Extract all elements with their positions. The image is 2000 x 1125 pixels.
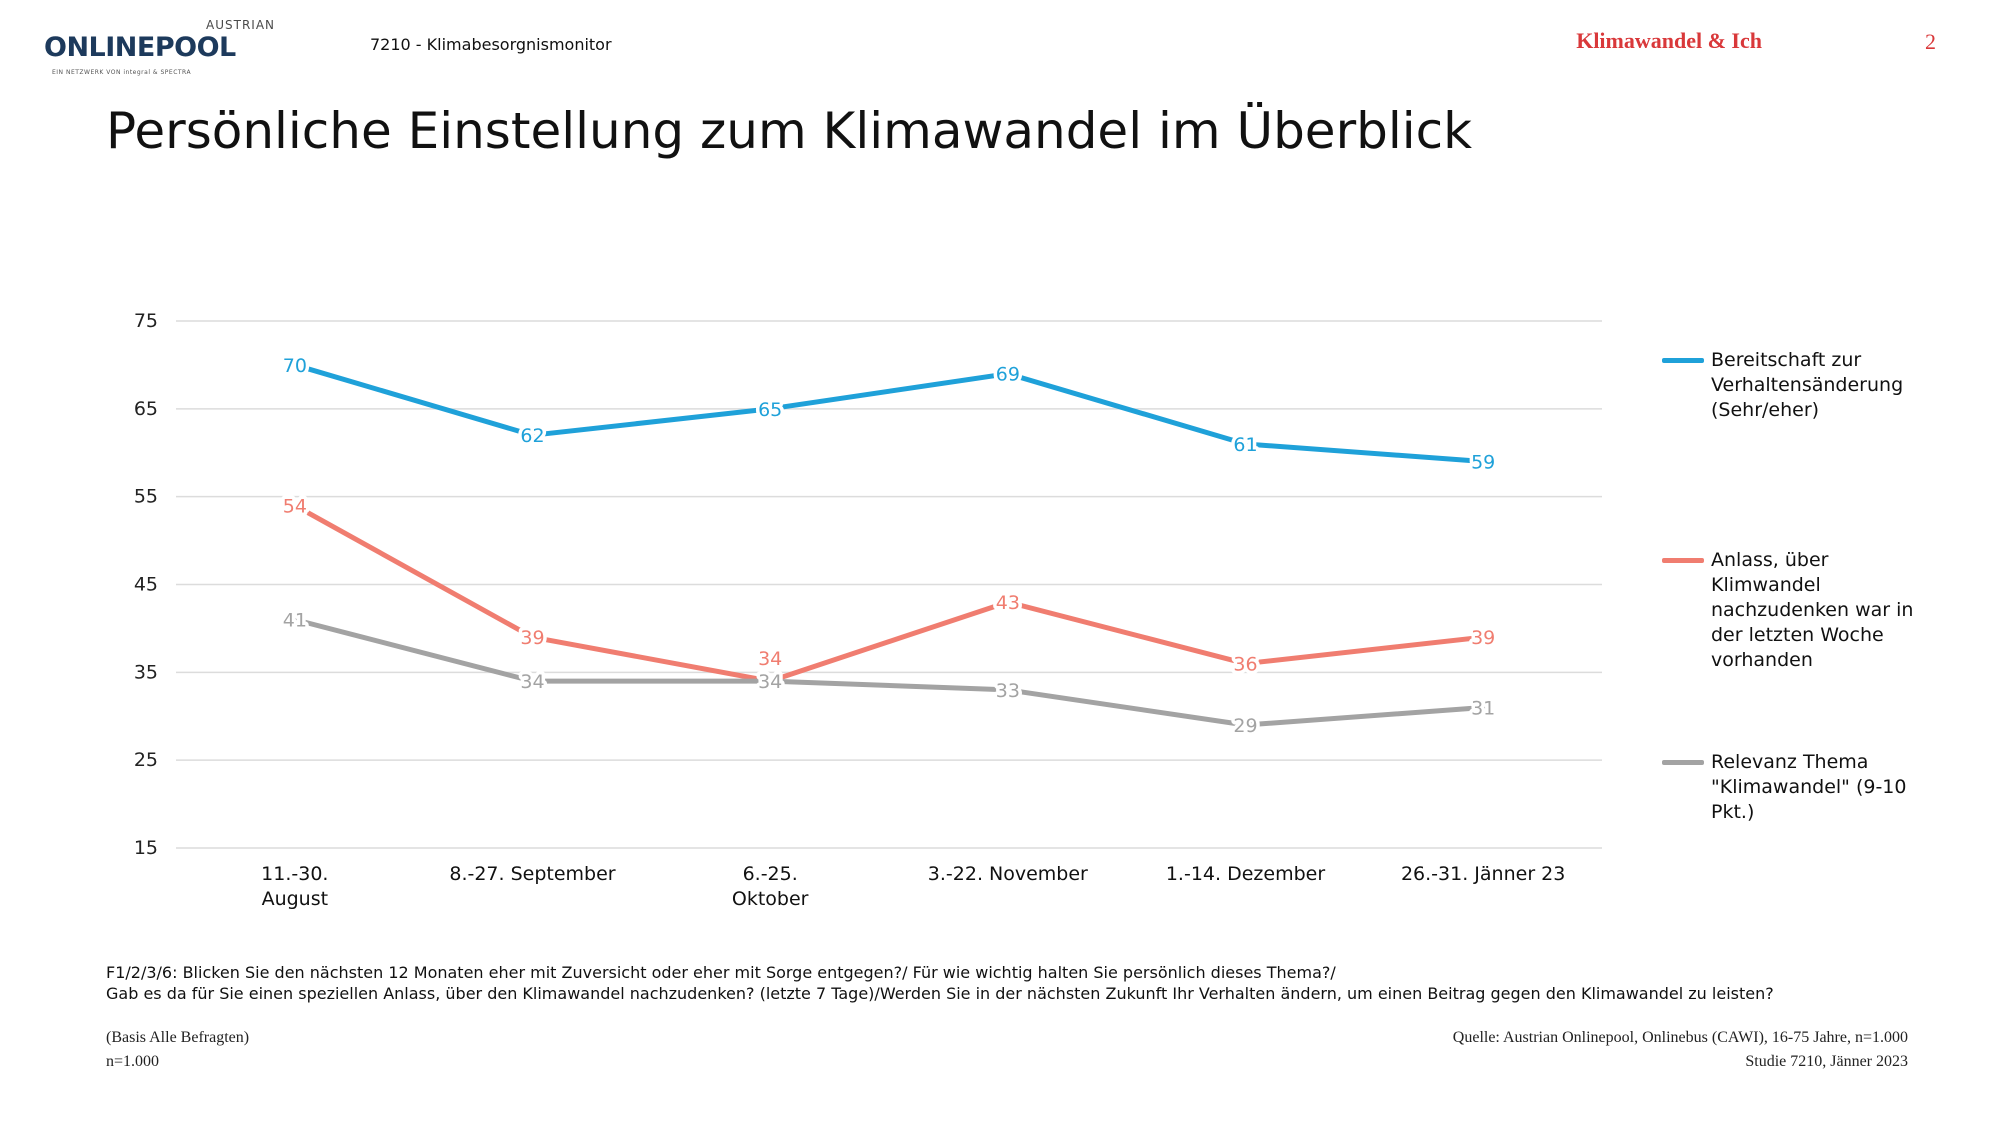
sample-size: n=1.000 [106, 1053, 160, 1070]
data-label: 34 [758, 648, 782, 670]
y-tick-label: 15 [134, 837, 158, 859]
legend-line-text: Klimwandel [1711, 574, 1821, 596]
legend-item-bereitschaft: Bereitschaft zur Verhaltensänderung (Seh… [1711, 348, 1951, 423]
source-note: Quelle: Austrian Onlinepool, Onlinebus (… [1453, 1026, 1908, 1074]
study-line: Studie 7210, Jänner 2023 [1745, 1053, 1908, 1070]
footnote-line: F1/2/3/6: Blicken Sie den nächsten 12 Mo… [106, 963, 1336, 982]
section-title: Klimawandel & Ich [1576, 28, 1762, 53]
y-tick-label: 75 [134, 310, 158, 332]
legend-line-text: der letzten Woche [1711, 624, 1884, 646]
legend-swatch-relevanz [1662, 760, 1704, 765]
logo-top-text: AUSTRIAN [206, 18, 276, 32]
series-line-2 [292, 617, 1486, 728]
legend-line-text: "Klimawandel" (9-10 [1711, 776, 1907, 798]
data-label: 36 [1233, 654, 1257, 676]
data-label: 61 [1233, 434, 1257, 456]
data-label: 43 [996, 592, 1020, 614]
x-tick-label: 8.-27. September [449, 863, 615, 885]
company-logo: AUSTRIAN ONLINEPOOL EIN NETZWERK VON int… [44, 18, 274, 78]
basis-line: (Basis Alle Befragten) [106, 1029, 250, 1046]
legend-line-text: (Sehr/eher) [1711, 399, 1820, 421]
basis-note: (Basis Alle Befragten) n=1.000 [106, 1026, 249, 1074]
data-label: 31 [1471, 697, 1495, 719]
logo-tagline: EIN NETZWERK VON integral & SPECTRA [52, 69, 192, 76]
logo-main-text: ONLINEPOOL [44, 32, 236, 63]
data-label: 29 [1233, 715, 1257, 737]
y-tick-label: 35 [134, 661, 158, 683]
data-label: 34 [520, 671, 544, 693]
data-label: 65 [758, 399, 782, 421]
legend-line-text: Relevanz Thema [1711, 751, 1869, 773]
data-label: 41 [283, 610, 307, 632]
data-label: 62 [520, 425, 544, 447]
data-label: 70 [283, 355, 307, 377]
legend-item-anlass: Anlass, über Klimwandel nachzudenken war… [1711, 548, 1951, 673]
data-label: 33 [996, 680, 1020, 702]
x-tick-label: Oktober [732, 888, 809, 910]
legend-swatch-bereitschaft [1662, 358, 1704, 363]
x-tick-label: 26.-31. Jänner 23 [1401, 863, 1565, 885]
x-tick-label: 3.-22. November [928, 863, 1088, 885]
data-label: 69 [996, 364, 1020, 386]
data-label: 39 [520, 627, 544, 649]
page-title: Persönliche Einstellung zum Klimawandel … [106, 102, 1473, 160]
x-tick-label: 11.-30. [261, 863, 328, 885]
source-line: Quelle: Austrian Onlinepool, Onlinebus (… [1452, 1029, 1908, 1046]
y-tick-label: 65 [134, 398, 158, 420]
study-id: 7210 - Klimabesorgnismonitor [370, 35, 612, 54]
legend-line-text: nachzudenken war in [1711, 599, 1914, 621]
page-number: 2 [1925, 29, 1936, 54]
data-label: 34 [758, 671, 782, 693]
legend-line-text: Anlass, über [1711, 549, 1829, 571]
x-tick-label: 6.-25. [743, 863, 798, 885]
footnote-line: Gab es da für Sie einen speziellen Anlas… [106, 984, 1774, 1003]
question-footnote: F1/2/3/6: Blicken Sie den nächsten 12 Mo… [106, 962, 1774, 1004]
data-label: 39 [1471, 627, 1495, 649]
legend-line-text: vorhanden [1711, 649, 1813, 671]
x-tick-label: August [262, 888, 329, 910]
legend-item-relevanz: Relevanz Thema "Klimawandel" (9-10 Pkt.) [1711, 750, 1951, 825]
series-line-1 [292, 502, 1486, 684]
y-tick-label: 55 [134, 486, 158, 508]
x-tick-label: 1.-14. Dezember [1166, 863, 1325, 885]
data-label: 59 [1471, 452, 1495, 474]
legend-swatch-anlass [1662, 558, 1704, 563]
y-tick-label: 25 [134, 749, 158, 771]
data-label: 54 [283, 495, 307, 517]
legend-line-text: Bereitschaft zur [1711, 349, 1862, 371]
legend-line-text: Verhaltensänderung [1711, 374, 1904, 396]
series-line-0 [292, 362, 1486, 465]
legend-line-text: Pkt.) [1711, 801, 1755, 823]
y-tick-label: 45 [134, 574, 158, 596]
